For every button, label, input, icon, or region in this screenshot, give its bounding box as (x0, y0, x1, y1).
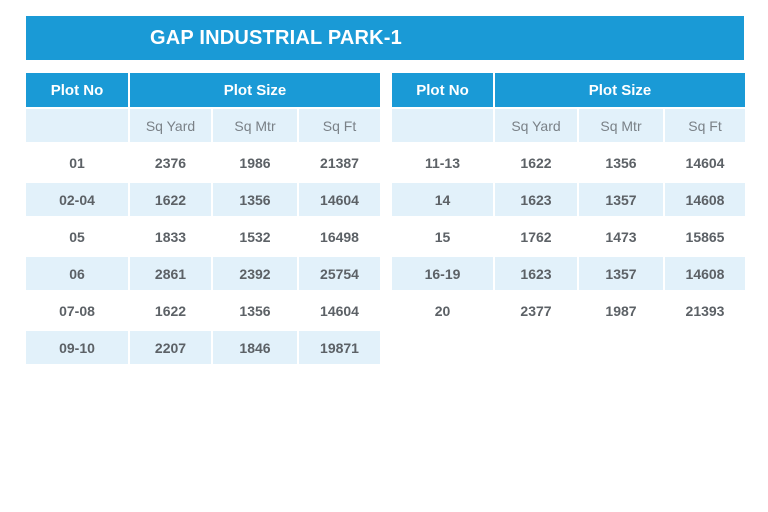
plot-no-cell: 09-10 (26, 327, 128, 364)
sq-mtr-cell: 1357 (579, 253, 663, 290)
sq-mtr-cell: 1986 (213, 142, 297, 179)
sq-ft-cell: 14604 (299, 290, 380, 327)
plot-no-cell: 02-04 (26, 179, 128, 216)
table-row: 05 1833 1532 16498 (26, 216, 380, 253)
plot-no-header: Plot No (26, 73, 128, 107)
plot-size-header: Plot Size (495, 73, 745, 107)
table-row: 02-04 1622 1356 14604 (26, 179, 380, 216)
sq-ft-cell: 19871 (299, 327, 380, 364)
sq-yard-cell: 1623 (495, 179, 577, 216)
plot-no-cell: 07-08 (26, 290, 128, 327)
sq-ft-header: Sq Ft (299, 107, 380, 142)
table-row: 09-10 2207 1846 19871 (26, 327, 380, 364)
table-row: 01 2376 1986 21387 (26, 142, 380, 179)
sq-yard-cell: 2207 (130, 327, 211, 364)
plot-no-cell: 01 (26, 142, 128, 179)
sq-ft-cell: 21387 (299, 142, 380, 179)
sq-ft-header: Sq Ft (665, 107, 745, 142)
plot-no-header: Plot No (392, 73, 493, 107)
plot-table-left-body: 01 2376 1986 21387 02-04 1622 1356 14604 05 1833 1… (26, 142, 380, 364)
sq-yard-header: Sq Yard (495, 107, 577, 142)
plot-no-cell: 06 (26, 253, 128, 290)
sq-ft-cell: 21393 (665, 290, 745, 327)
sq-mtr-cell: 1532 (213, 216, 297, 253)
page-title: GAP INDUSTRIAL PARK-1 (149, 27, 402, 49)
plot-table-right-body: 11-13 1622 1356 14604 14 1623 1357 14608 15 1762 1… (392, 142, 745, 327)
sq-mtr-cell: 1987 (579, 290, 663, 327)
sq-yard-cell: 1762 (495, 216, 577, 253)
plot-table-left: Plot No Plot Size Sq Yard Sq Mtr Sq Ft 0… (24, 73, 382, 364)
sq-mtr-cell: 1473 (579, 216, 663, 253)
sq-ft-cell: 16498 (299, 216, 380, 253)
plot-no-cell: 16-19 (392, 253, 493, 290)
sq-mtr-cell: 1356 (213, 179, 297, 216)
sq-yard-cell: 1623 (495, 253, 577, 290)
sq-yard-header: Sq Yard (130, 107, 211, 142)
sq-mtr-cell: 1357 (579, 179, 663, 216)
table-row: 16-19 1623 1357 14608 (392, 253, 745, 290)
sq-mtr-header: Sq Mtr (579, 107, 663, 142)
plot-no-subheader (26, 107, 128, 142)
table-row: 06 2861 2392 25754 (26, 253, 380, 290)
sq-ft-cell: 14608 (665, 179, 745, 216)
sq-mtr-cell: 1846 (213, 327, 297, 364)
table-row: 11-13 1622 1356 14604 (392, 142, 745, 179)
sq-mtr-cell: 1356 (579, 142, 663, 179)
sq-yard-cell: 1833 (130, 216, 211, 253)
sq-mtr-header: Sq Mtr (213, 107, 297, 142)
table-row: 15 1762 1473 15865 (392, 216, 745, 253)
plot-no-subheader (392, 107, 493, 142)
plot-no-cell: 15 (392, 216, 493, 253)
plot-no-cell: 20 (392, 290, 493, 327)
plot-no-cell: 05 (26, 216, 128, 253)
sq-yard-cell: 2376 (130, 142, 211, 179)
sq-ft-cell: 15865 (665, 216, 745, 253)
sq-mtr-cell: 1356 (213, 290, 297, 327)
plot-no-cell: 11-13 (392, 142, 493, 179)
table-row: 14 1623 1357 14608 (392, 179, 745, 216)
sq-ft-cell: 14604 (665, 142, 745, 179)
sq-yard-cell: 1622 (130, 290, 211, 327)
title-banner: GAP INDUSTRIAL PARK-1 (26, 16, 744, 60)
sq-yard-cell: 2861 (130, 253, 211, 290)
table-row: 20 2377 1987 21393 (392, 290, 745, 327)
table-row: 07-08 1622 1356 14604 (26, 290, 380, 327)
plot-no-cell: 14 (392, 179, 493, 216)
sq-yard-cell: 2377 (495, 290, 577, 327)
plot-table-right: Plot No Plot Size Sq Yard Sq Mtr Sq Ft 1… (390, 73, 747, 327)
sq-yard-cell: 1622 (130, 179, 211, 216)
sq-ft-cell: 14608 (665, 253, 745, 290)
sq-ft-cell: 14604 (299, 179, 380, 216)
plot-size-header: Plot Size (130, 73, 380, 107)
sq-ft-cell: 25754 (299, 253, 380, 290)
sq-yard-cell: 1622 (495, 142, 577, 179)
sq-mtr-cell: 2392 (213, 253, 297, 290)
